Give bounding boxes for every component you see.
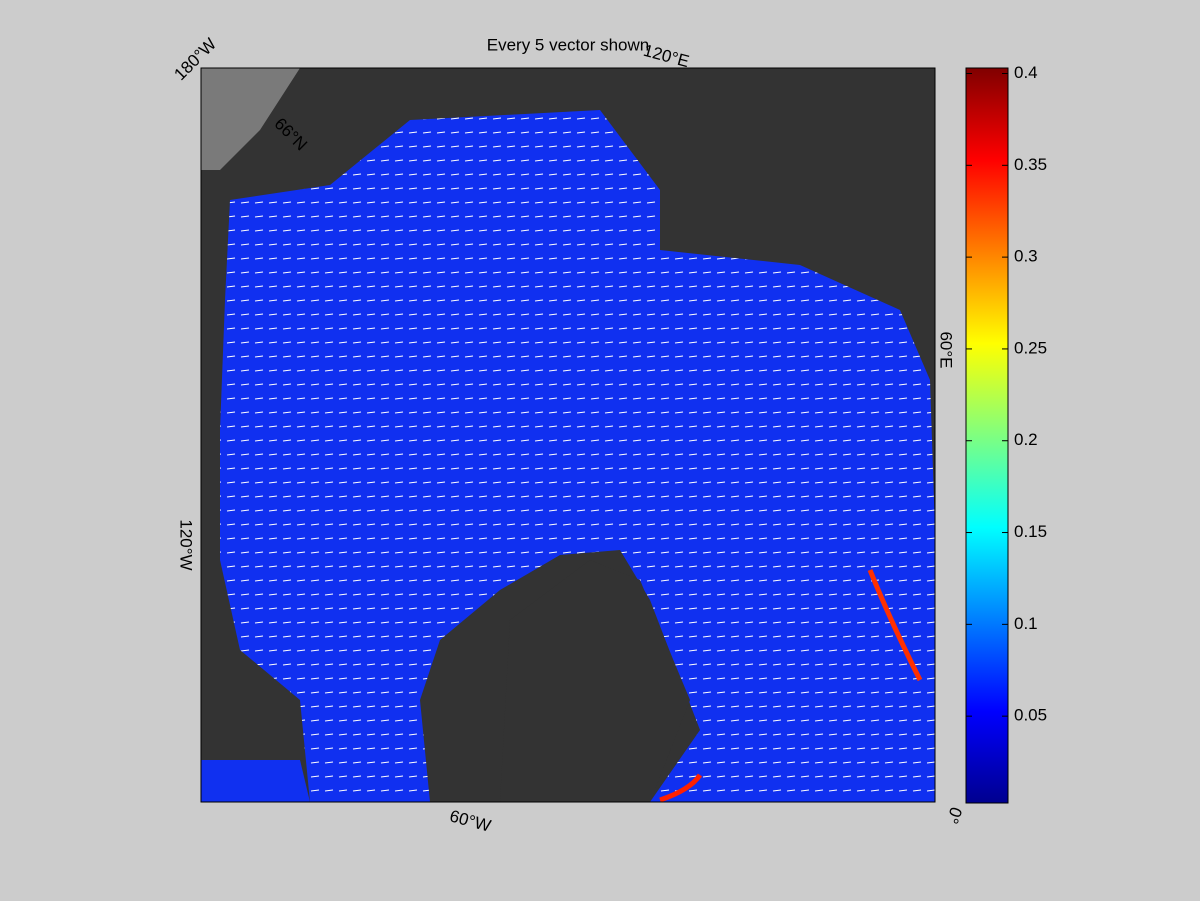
colorbar-tick-label: 0.1 bbox=[1014, 614, 1038, 633]
colorbar bbox=[965, 67, 1009, 804]
map-label: 60°E bbox=[937, 331, 956, 368]
map-label: 60°W bbox=[448, 806, 493, 835]
outside-region bbox=[201, 68, 300, 170]
colorbar-tick-label: 0.25 bbox=[1014, 338, 1047, 357]
map-label: 120°W bbox=[177, 519, 196, 570]
colorbar-tick-label: 0.15 bbox=[1014, 522, 1047, 541]
map-label: 120°E bbox=[641, 41, 691, 71]
colorbar-tick-label: 0.3 bbox=[1014, 247, 1038, 266]
ocean-corner bbox=[201, 760, 310, 802]
map-frame bbox=[200, 67, 936, 803]
map-label: 0° bbox=[942, 804, 965, 826]
current-highlight bbox=[867, 569, 923, 682]
colorbar-tick-label: 0.4 bbox=[1014, 63, 1038, 82]
map bbox=[201, 68, 935, 802]
colorbar-ticks: 0.05 0.1 0.15 0.2 0.25 0.3 0.35 0.4 bbox=[966, 63, 1047, 725]
greenland bbox=[500, 560, 690, 802]
colorbar-tick-label: 0.2 bbox=[1014, 430, 1038, 449]
vectors bbox=[220, 110, 935, 802]
current-highlight bbox=[659, 773, 703, 802]
title: Every 5 vector shown bbox=[487, 35, 650, 54]
colorbar-tick-label: 0.35 bbox=[1014, 155, 1047, 174]
colorbar-tick-label: 0.05 bbox=[1014, 706, 1047, 725]
